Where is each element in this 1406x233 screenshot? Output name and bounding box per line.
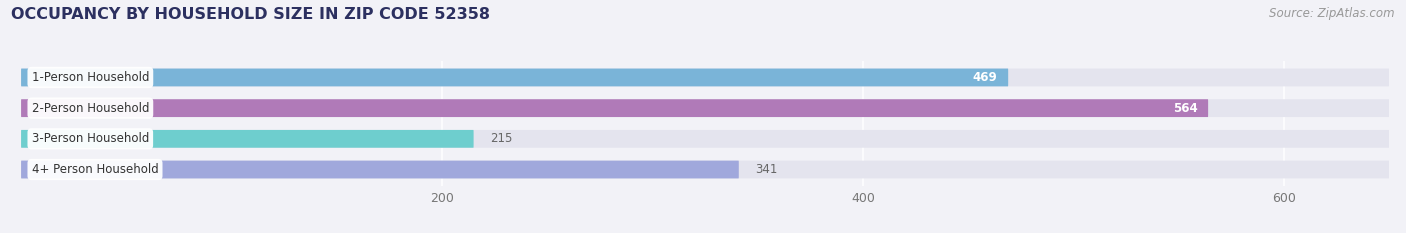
Text: 3-Person Household: 3-Person Household bbox=[31, 132, 149, 145]
Text: 341: 341 bbox=[755, 163, 778, 176]
FancyBboxPatch shape bbox=[21, 69, 1008, 86]
FancyBboxPatch shape bbox=[21, 161, 738, 178]
FancyBboxPatch shape bbox=[21, 99, 1208, 117]
Text: 2-Person Household: 2-Person Household bbox=[31, 102, 149, 115]
FancyBboxPatch shape bbox=[21, 130, 474, 148]
Text: OCCUPANCY BY HOUSEHOLD SIZE IN ZIP CODE 52358: OCCUPANCY BY HOUSEHOLD SIZE IN ZIP CODE … bbox=[11, 7, 491, 22]
Text: Source: ZipAtlas.com: Source: ZipAtlas.com bbox=[1270, 7, 1395, 20]
Text: 564: 564 bbox=[1173, 102, 1198, 115]
FancyBboxPatch shape bbox=[21, 99, 1389, 117]
FancyBboxPatch shape bbox=[21, 161, 1389, 178]
Text: 1-Person Household: 1-Person Household bbox=[31, 71, 149, 84]
Text: 469: 469 bbox=[973, 71, 998, 84]
FancyBboxPatch shape bbox=[21, 130, 1389, 148]
Text: 215: 215 bbox=[491, 132, 513, 145]
FancyBboxPatch shape bbox=[21, 69, 1389, 86]
Text: 4+ Person Household: 4+ Person Household bbox=[31, 163, 159, 176]
